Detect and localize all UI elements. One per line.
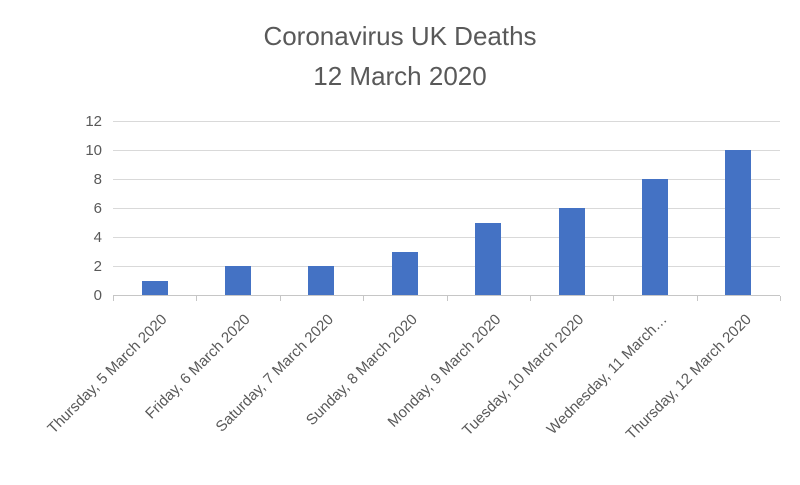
gridline xyxy=(113,237,780,238)
gridline xyxy=(113,266,780,267)
x-axis-tick-mark xyxy=(363,296,365,301)
y-axis-tick-label: 12 xyxy=(85,113,102,130)
bar xyxy=(225,266,252,295)
x-axis-tick-mark xyxy=(696,296,698,301)
y-axis-tick-label: 0 xyxy=(93,287,102,304)
bar xyxy=(641,179,668,295)
y-axis-tick-label: 6 xyxy=(93,200,102,217)
x-axis-tick-mark xyxy=(529,296,531,301)
chart-title: Coronavirus UK Deaths 12 March 2020 xyxy=(0,16,800,96)
bar xyxy=(725,150,752,295)
bar xyxy=(308,266,335,295)
x-axis-tick-mark xyxy=(279,296,281,301)
y-axis-tick-label: 2 xyxy=(93,258,102,275)
gridline xyxy=(113,179,780,180)
gridline xyxy=(113,150,780,151)
chart-title-line2: 12 March 2020 xyxy=(313,61,487,91)
bar xyxy=(141,280,168,295)
plot-area xyxy=(113,121,780,296)
x-axis-tick-mark xyxy=(780,296,781,301)
bar xyxy=(475,222,502,295)
y-axis-tick-label: 8 xyxy=(93,171,102,188)
chart-title-line1: Coronavirus UK Deaths xyxy=(263,21,537,51)
y-axis-tick-label: 10 xyxy=(85,142,102,159)
x-axis-tick-mark xyxy=(446,296,448,301)
bar xyxy=(391,251,418,295)
y-axis-tick-label: 4 xyxy=(93,229,102,246)
x-axis-tick-mark xyxy=(113,296,114,301)
gridline xyxy=(113,208,780,209)
x-axis-tick-mark xyxy=(613,296,615,301)
bar xyxy=(558,208,585,295)
gridline xyxy=(113,121,780,122)
x-axis-tick-mark xyxy=(196,296,198,301)
